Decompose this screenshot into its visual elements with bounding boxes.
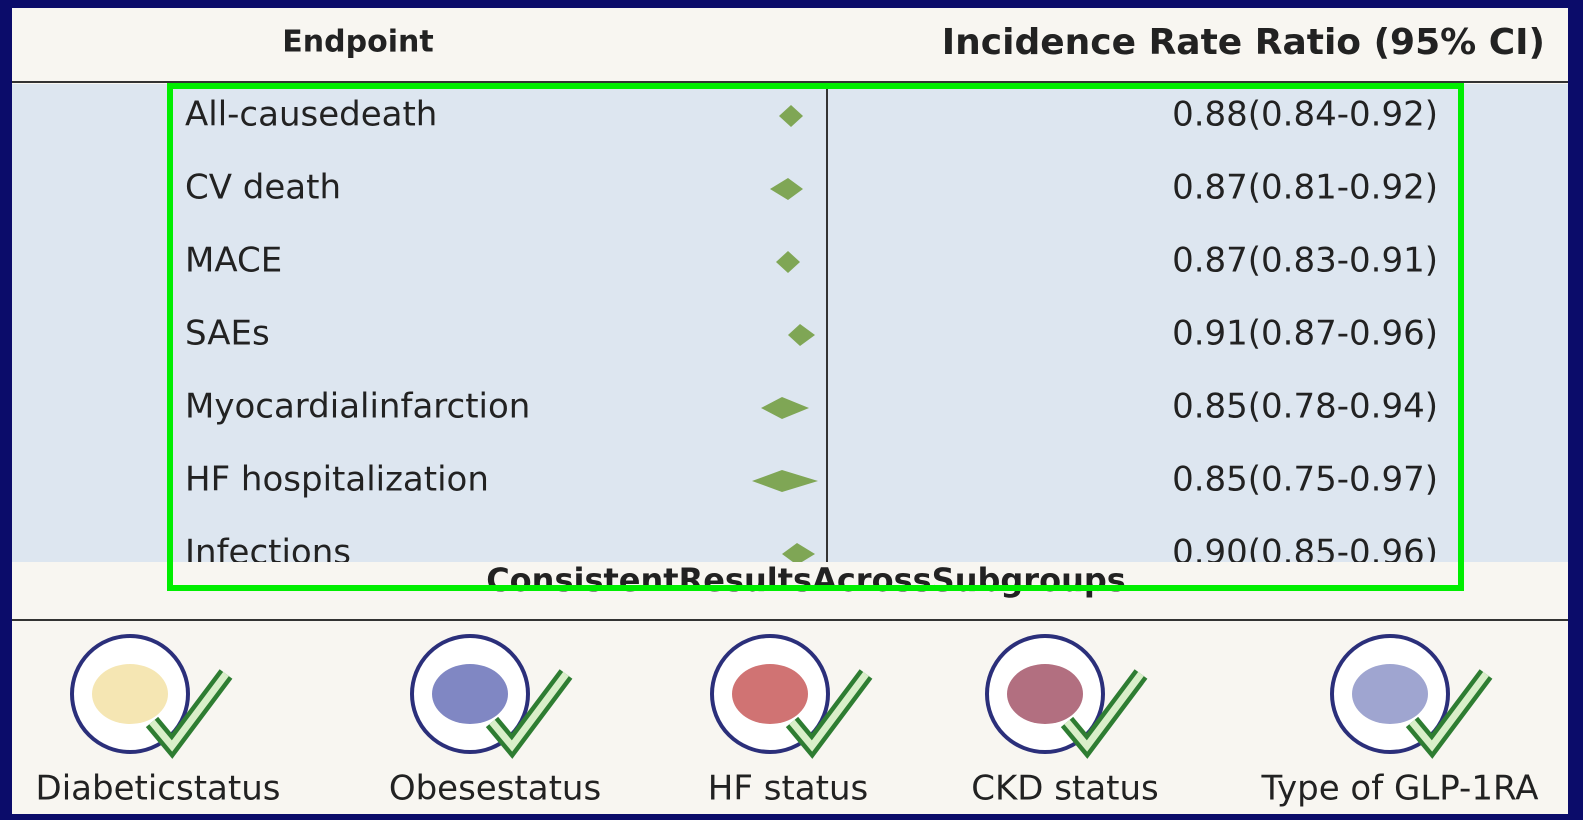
subgroups-title: ConsistentResultsAcrossSubgroups <box>486 561 1126 599</box>
interval-label: 0.87(0.81-0.92) <box>1172 168 1438 208</box>
interval-label: 0.87(0.83-0.91) <box>1172 241 1438 281</box>
endpoint-header: Endpoint <box>282 25 433 60</box>
icon-figure <box>92 664 168 724</box>
check-mark-inner <box>149 671 229 752</box>
endpoint-label: Myocardialinfarction <box>185 387 530 427</box>
rows: All-causedeath 0.88(0.84-0.92) CV death 0.8… <box>185 95 1438 573</box>
endpoint-label: CV death <box>185 168 341 208</box>
estimate-diamond <box>779 105 803 127</box>
estimate-diamond <box>788 324 815 346</box>
interval-label: 0.90(0.85-0.96) <box>1172 533 1438 573</box>
subgroup-label: Diabeticstatus <box>36 769 281 809</box>
subgroup-icons: Diabeticstatus Obesestatus HF status CKD st… <box>36 634 1539 809</box>
icon-figure <box>432 664 508 724</box>
estimate-diamond <box>782 543 815 562</box>
estimate-diamond <box>776 251 800 273</box>
subgroup-label: Type of GLP-1RA <box>1261 769 1539 809</box>
check-mark-inner <box>1409 671 1489 752</box>
icon-figure <box>1352 664 1428 724</box>
icon-figure <box>1007 664 1083 724</box>
check-mark-inner <box>489 671 569 752</box>
interval-label: 0.88(0.84-0.92) <box>1172 95 1438 135</box>
subgroup-label: HF status <box>708 769 868 809</box>
estimate-diamond <box>770 178 803 200</box>
estimate-diamond <box>752 470 818 492</box>
endpoint-label: HF hospitalization <box>185 460 489 500</box>
subgroup-label: Obesestatus <box>389 769 601 809</box>
endpoint-label: All-causedeath <box>185 95 437 135</box>
endpoint-label: Infections <box>185 533 351 573</box>
endpoint-label: SAEs <box>185 314 270 354</box>
highlight-box <box>167 83 1464 591</box>
interval-label: 0.85(0.75-0.97) <box>1172 460 1438 500</box>
endpoint-label: MACE <box>185 241 282 281</box>
ratio-header: Incidence Rate Ratio (95% CI) <box>942 22 1545 63</box>
check-mark-inner <box>1064 671 1144 752</box>
icon-figure <box>732 664 808 724</box>
interval-label: 0.85(0.78-0.94) <box>1172 387 1438 427</box>
interval-label: 0.91(0.87-0.96) <box>1172 314 1438 354</box>
estimate-diamond <box>761 397 809 419</box>
check-mark-inner <box>789 671 869 752</box>
subgroup-label: CKD status <box>971 769 1159 809</box>
